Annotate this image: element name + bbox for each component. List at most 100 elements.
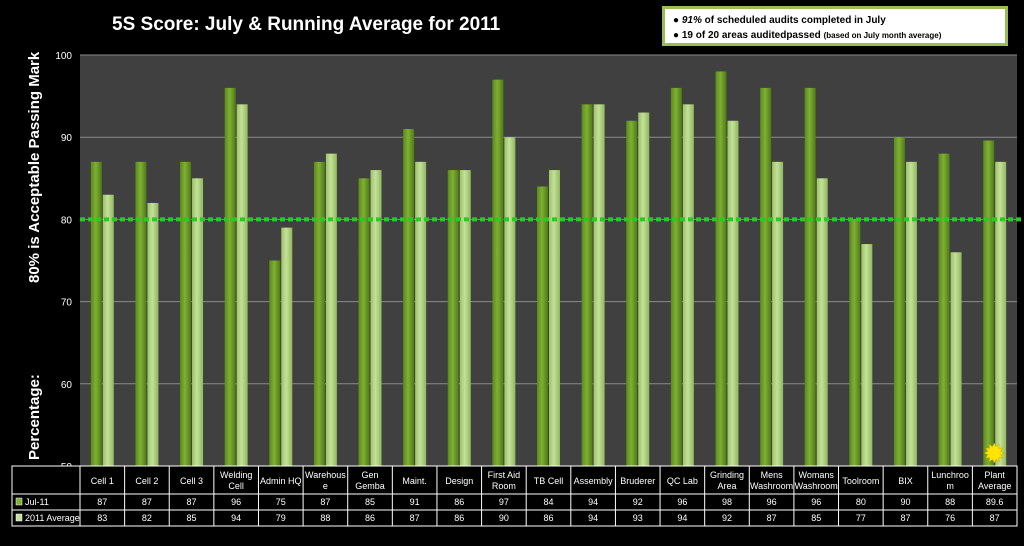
x-tick-label: Room bbox=[492, 481, 516, 491]
bar-jul-11 bbox=[447, 170, 459, 466]
bar-jul-11 bbox=[403, 128, 415, 467]
bar-jul-11 bbox=[938, 153, 950, 466]
bullet-icon: ● bbox=[673, 30, 680, 41]
bar-2011-average bbox=[772, 161, 784, 467]
bar-2011-average bbox=[192, 178, 204, 467]
plot-area bbox=[80, 55, 1017, 466]
x-tick-label: Maint. bbox=[402, 476, 427, 486]
bar-2011-average bbox=[995, 161, 1007, 467]
table-cell: 98 bbox=[722, 497, 732, 507]
table-cell: 84 bbox=[543, 497, 553, 507]
info-box: ● 91% of scheduled audits completed in J… bbox=[662, 6, 1008, 46]
x-tick-label: Assembly bbox=[574, 476, 614, 486]
table-cell: 87 bbox=[767, 513, 777, 523]
x-tick-label: Admin HQ bbox=[260, 476, 302, 486]
bar-2011-average bbox=[147, 202, 159, 466]
table-cell: 86 bbox=[454, 497, 464, 507]
bar-2011-average bbox=[861, 244, 873, 466]
bar-jul-11 bbox=[626, 120, 638, 466]
y-tick-label: 70 bbox=[61, 298, 73, 309]
data-table bbox=[11, 465, 1018, 527]
table-cell: 90 bbox=[499, 513, 509, 523]
table-cell: 87 bbox=[142, 497, 152, 507]
chart-title: 5S Score: July & Running Average for 201… bbox=[112, 14, 501, 35]
bar-2011-average bbox=[325, 153, 337, 466]
bar-2011-average bbox=[415, 161, 427, 467]
y-tick-label: 100 bbox=[55, 51, 72, 62]
bar-jul-11 bbox=[715, 71, 727, 466]
x-tick-label: First Aid bbox=[488, 470, 521, 480]
table-cell: 87 bbox=[320, 497, 330, 507]
table-cell: 96 bbox=[231, 497, 241, 507]
table-cell: 94 bbox=[588, 497, 598, 507]
bar-2011-average bbox=[459, 170, 471, 466]
bar-jul-11 bbox=[358, 178, 370, 467]
table-cell: 79 bbox=[276, 513, 286, 523]
table-cell: 87 bbox=[97, 497, 107, 507]
y-tick-label: 80 bbox=[61, 215, 73, 226]
table-cell: 87 bbox=[410, 513, 420, 523]
table-cell: 96 bbox=[811, 497, 821, 507]
table-cell: 80 bbox=[856, 497, 866, 507]
table-cell: 87 bbox=[187, 497, 197, 507]
bar-jul-11 bbox=[269, 260, 281, 466]
y-tick-label: 90 bbox=[61, 133, 73, 144]
legend-swatch bbox=[15, 513, 23, 522]
table-cell: 94 bbox=[677, 513, 687, 523]
x-tick-label: Lunchroo bbox=[931, 470, 969, 480]
x-tick-label: Cell 2 bbox=[135, 476, 158, 486]
table-cell: 92 bbox=[722, 513, 732, 523]
bar-jul-11 bbox=[893, 137, 905, 466]
x-tick-label: TB Cell bbox=[534, 476, 564, 486]
table-cell: 89.6 bbox=[986, 497, 1004, 507]
bar-2011-average bbox=[370, 170, 382, 466]
bar-jul-11 bbox=[804, 87, 816, 466]
x-tick-label: e bbox=[323, 481, 328, 491]
table-cell: 96 bbox=[767, 497, 777, 507]
table-cell: 96 bbox=[677, 497, 687, 507]
table-cell: 92 bbox=[633, 497, 643, 507]
table-cell: 94 bbox=[588, 513, 598, 523]
x-tick-label: BIX bbox=[898, 476, 913, 486]
x-tick-label: Gemba bbox=[355, 481, 385, 491]
x-tick-label: Plant bbox=[984, 470, 1005, 480]
x-tick-label: Cell bbox=[228, 481, 244, 491]
bar-2011-average bbox=[236, 104, 248, 466]
bar-jul-11 bbox=[180, 161, 192, 467]
x-tick-label: Cell 1 bbox=[91, 476, 114, 486]
table-cell: 85 bbox=[811, 513, 821, 523]
bar-2011-average bbox=[593, 104, 605, 466]
x-tick-label: Warehous bbox=[305, 470, 346, 480]
info-line-1: ● 91% of scheduled audits completed in J… bbox=[673, 13, 997, 28]
table-cell: 86 bbox=[365, 513, 375, 523]
x-tick-label: Toolroom bbox=[842, 476, 879, 486]
bar-jul-11 bbox=[90, 161, 102, 467]
bar-jul-11 bbox=[492, 79, 504, 466]
info-line-2-note: (based on July month average) bbox=[823, 31, 942, 40]
table-cell: 87 bbox=[990, 513, 1000, 523]
x-tick-label: Washroom bbox=[750, 481, 793, 491]
bar-jul-11 bbox=[849, 219, 861, 466]
bar-jul-11 bbox=[670, 87, 682, 466]
bar-2011-average bbox=[816, 178, 828, 467]
bar-2011-average bbox=[549, 170, 560, 466]
sun-icon bbox=[983, 442, 1005, 464]
x-tick-label: Area bbox=[717, 481, 736, 491]
table-cell: 85 bbox=[187, 513, 197, 523]
bar-jul-11 bbox=[983, 140, 995, 466]
table-cell: 93 bbox=[633, 513, 643, 523]
x-tick-label: Bruderer bbox=[620, 476, 655, 486]
table-cell: 90 bbox=[900, 497, 910, 507]
legend-label: Jul-11 bbox=[25, 497, 49, 507]
x-tick-label: Grinding bbox=[710, 470, 744, 480]
bar-jul-11 bbox=[537, 186, 548, 466]
y-axis-label: Percentage: bbox=[26, 374, 43, 460]
legend-label: 2011 Average bbox=[25, 513, 80, 523]
bar-2011-average bbox=[682, 104, 694, 466]
table-cell: 76 bbox=[945, 513, 955, 523]
info-line-2-text: 19 of 20 areas auditedpassed bbox=[681, 30, 821, 41]
table-cell: 94 bbox=[231, 513, 241, 523]
table-cell: 88 bbox=[945, 497, 955, 507]
info-percent: 91% bbox=[681, 15, 702, 26]
